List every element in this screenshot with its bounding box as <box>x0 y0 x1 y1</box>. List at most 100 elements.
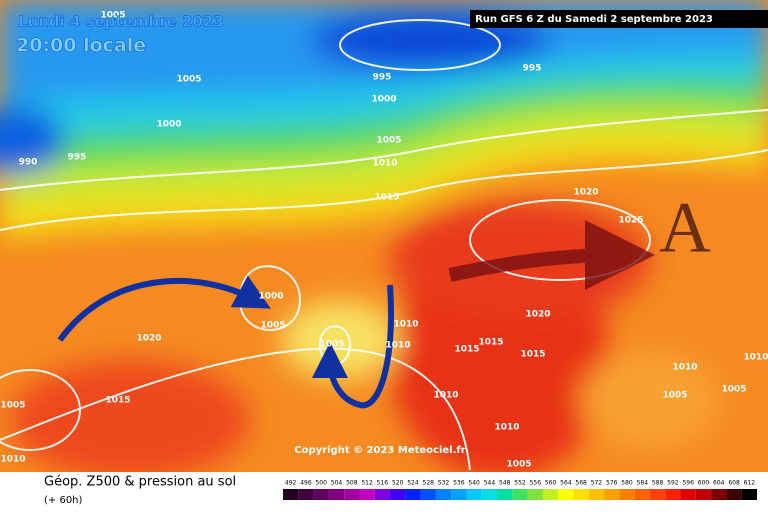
legend-swatch <box>726 489 742 500</box>
legend-swatch <box>344 489 360 500</box>
run-info: Run GFS 6 Z du Samedi 2 septembre 2023 <box>475 14 713 25</box>
legend-swatch <box>558 489 574 500</box>
legend-label: 528 <box>423 480 435 487</box>
isobar-label: 1005 <box>0 401 25 411</box>
legend-label: 496 <box>300 480 312 487</box>
legend-label: 524 <box>407 480 419 487</box>
isobar-label: 1020 <box>525 310 550 320</box>
isobar-label: 1000 <box>258 292 283 302</box>
legend-label: 508 <box>346 480 358 487</box>
legend-swatch <box>573 489 589 500</box>
isobar-label: 1005 <box>319 340 344 350</box>
isobar-label: 1005 <box>176 75 201 85</box>
legend-label: 516 <box>377 480 389 487</box>
footer-subtitle: (+ 60h) <box>44 495 83 506</box>
legend-swatch <box>512 489 528 500</box>
legend-swatch <box>711 489 727 500</box>
legend-swatch <box>542 489 559 500</box>
legend-swatch <box>588 489 605 500</box>
isobar-label: 1015 <box>105 396 130 406</box>
isobar-label: 1000 <box>156 120 181 130</box>
color-legend: 492 496 500 504 508 512 516 520 524 528 532 536 540 5… <box>283 480 757 500</box>
legend-swatch <box>481 489 498 500</box>
isobar-label: 1015 <box>478 338 503 348</box>
legend-label: 540 <box>468 480 480 487</box>
isobar-label: 1020 <box>136 334 161 344</box>
legend-label: 500 <box>315 480 327 487</box>
legend-label: 588 <box>652 480 664 487</box>
legend-swatch <box>420 489 436 500</box>
legend-label: 568 <box>575 480 587 487</box>
run-box <box>470 10 768 28</box>
legend-label: 548 <box>499 480 511 487</box>
legend-label: 504 <box>331 480 343 487</box>
isobar-label: 1005 <box>376 136 401 146</box>
date: Lundi 4 septembre 2023 <box>18 13 224 31</box>
legend-swatch <box>649 489 666 500</box>
legend-label: 580 <box>621 480 633 487</box>
legend-swatch <box>695 489 712 500</box>
legend-label: 552 <box>514 480 526 487</box>
legend-swatch <box>298 489 314 500</box>
legend-label: 600 <box>698 480 710 487</box>
legend-label: 584 <box>637 480 649 487</box>
legend-label: 560 <box>545 480 557 487</box>
isobar-label: 1005 <box>100 11 125 21</box>
isobar-label: 1010 <box>494 423 519 433</box>
legend-swatch <box>435 489 452 500</box>
isobar-label: 995 <box>68 153 87 163</box>
arrows <box>57 220 655 409</box>
legend-label: 532 <box>438 480 450 487</box>
legend-label: 576 <box>606 480 618 487</box>
isobar-label: 1005 <box>260 321 285 331</box>
isobar-label: 1005 <box>506 460 531 470</box>
legend-swatch <box>359 489 375 500</box>
legend-swatch <box>283 489 299 500</box>
time: 20:00 locale <box>16 35 146 57</box>
legend-label: 536 <box>453 480 465 487</box>
legend-swatch <box>466 489 482 500</box>
isobar-label: 1020 <box>573 188 598 198</box>
legend-label: 592 <box>667 480 679 487</box>
legend-label: 492 <box>285 480 297 487</box>
legend-label: 612 <box>744 480 756 487</box>
legend-label: 572 <box>591 480 603 487</box>
legend-swatch <box>619 489 635 500</box>
isobar-label: 1010 <box>393 320 418 330</box>
legend-swatch <box>527 489 543 500</box>
isobar-label: 1005 <box>662 391 687 401</box>
legend-swatch <box>451 489 467 500</box>
legend-swatch <box>634 489 650 500</box>
legend-swatch <box>390 489 406 500</box>
legend-swatch <box>665 489 681 500</box>
isobar-label: 995 <box>373 73 392 83</box>
legend-swatch <box>313 489 329 500</box>
isobar-label: 1010 <box>672 363 697 373</box>
isobar-label: 1015 <box>520 350 545 360</box>
legend-label: 608 <box>728 480 740 487</box>
legend-label: 604 <box>713 480 725 487</box>
legend-label: 544 <box>484 480 496 487</box>
isobar-label: 1000 <box>371 95 396 105</box>
footer-title: Géop. Z500 & pression au sol <box>44 475 236 490</box>
isobar-label: 990 <box>19 158 38 168</box>
isobar-label: 1010 <box>743 353 768 363</box>
legend-swatch <box>405 489 421 500</box>
legend-label: 556 <box>530 480 542 487</box>
legend-swatch <box>497 489 513 500</box>
legend-label: 564 <box>560 480 572 487</box>
isobar-label: 1010 <box>433 391 458 401</box>
isobar-label: 995 <box>523 64 542 74</box>
isobar-label: 1010 <box>372 159 397 169</box>
isobar-label: 1005 <box>721 385 746 395</box>
high-pressure-label: A <box>659 188 711 268</box>
isobar-labels: 1005 995 995 1000 1005 1000 1005 1010 995 990 1015… <box>0 11 768 470</box>
legend-swatch <box>328 489 345 500</box>
legend-label: 596 <box>682 480 694 487</box>
legend-swatch <box>374 489 391 500</box>
isobar-label: 1015 <box>454 345 479 355</box>
copyright: Copyright © 2023 Meteociel.fr <box>294 445 465 456</box>
legend-label: 520 <box>392 480 404 487</box>
isobar-label: 1010 <box>385 341 410 351</box>
